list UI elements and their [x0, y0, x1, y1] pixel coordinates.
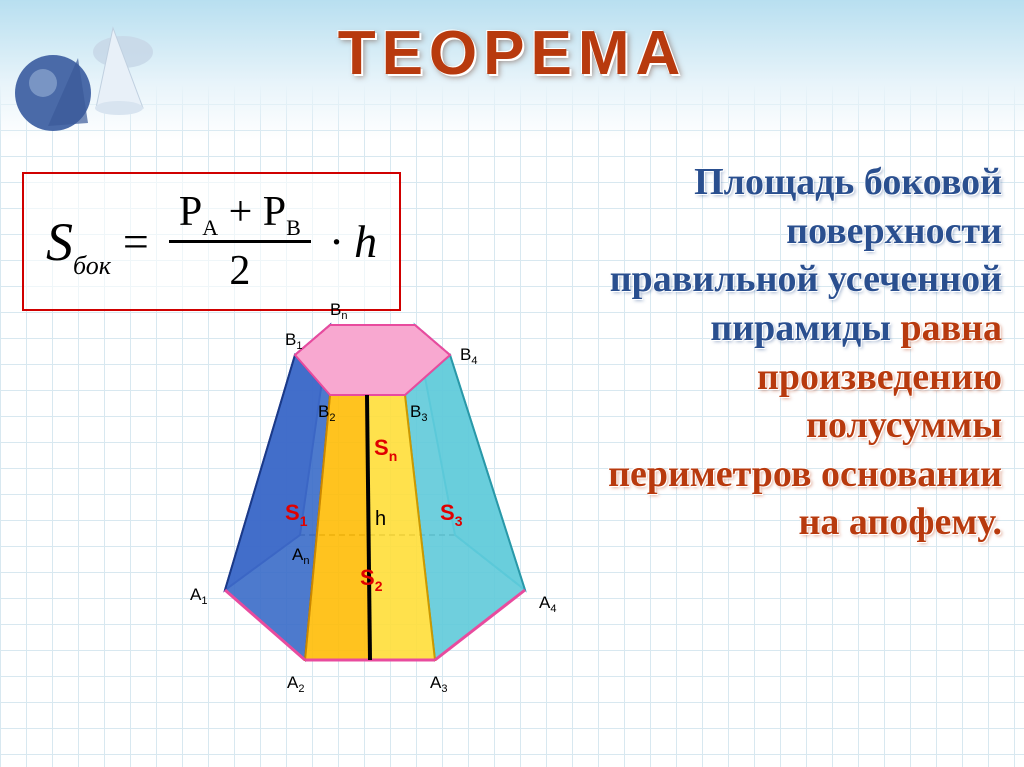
formula-PA: P [179, 189, 202, 235]
formula-plus: + [229, 189, 253, 235]
svg-text:A1: A1 [190, 585, 207, 607]
frustum-diagram: hS1S3SnS2A1A2A3A4AnB1B2B3B4Bn [130, 290, 600, 710]
svg-text:B1: B1 [285, 330, 302, 352]
formula-fraction: PA + PB 2 [169, 188, 311, 295]
formula-PA-sub: A [202, 215, 218, 240]
svg-text:A2: A2 [287, 673, 304, 695]
formula-h: h [354, 215, 377, 268]
svg-text:A4: A4 [539, 593, 556, 615]
page-title: ТЕОРЕМА [0, 18, 1024, 89]
svg-text:h: h [375, 508, 386, 530]
formula: Sбок = PA + PB 2 · h [46, 188, 377, 295]
svg-text:Bn: Bn [330, 300, 347, 322]
theorem-text: Площадь боковой поверхности правильной у… [602, 158, 1002, 547]
svg-text:A3: A3 [430, 673, 447, 695]
formula-S: S [46, 212, 73, 272]
formula-PB: P [263, 189, 286, 235]
formula-dot: · [329, 215, 344, 268]
formula-PB-sub: B [286, 215, 301, 240]
formula-eq: = [123, 215, 149, 268]
svg-text:B4: B4 [460, 345, 477, 367]
formula-S-sub: бок [73, 251, 111, 280]
formula-den: 2 [229, 243, 250, 295]
